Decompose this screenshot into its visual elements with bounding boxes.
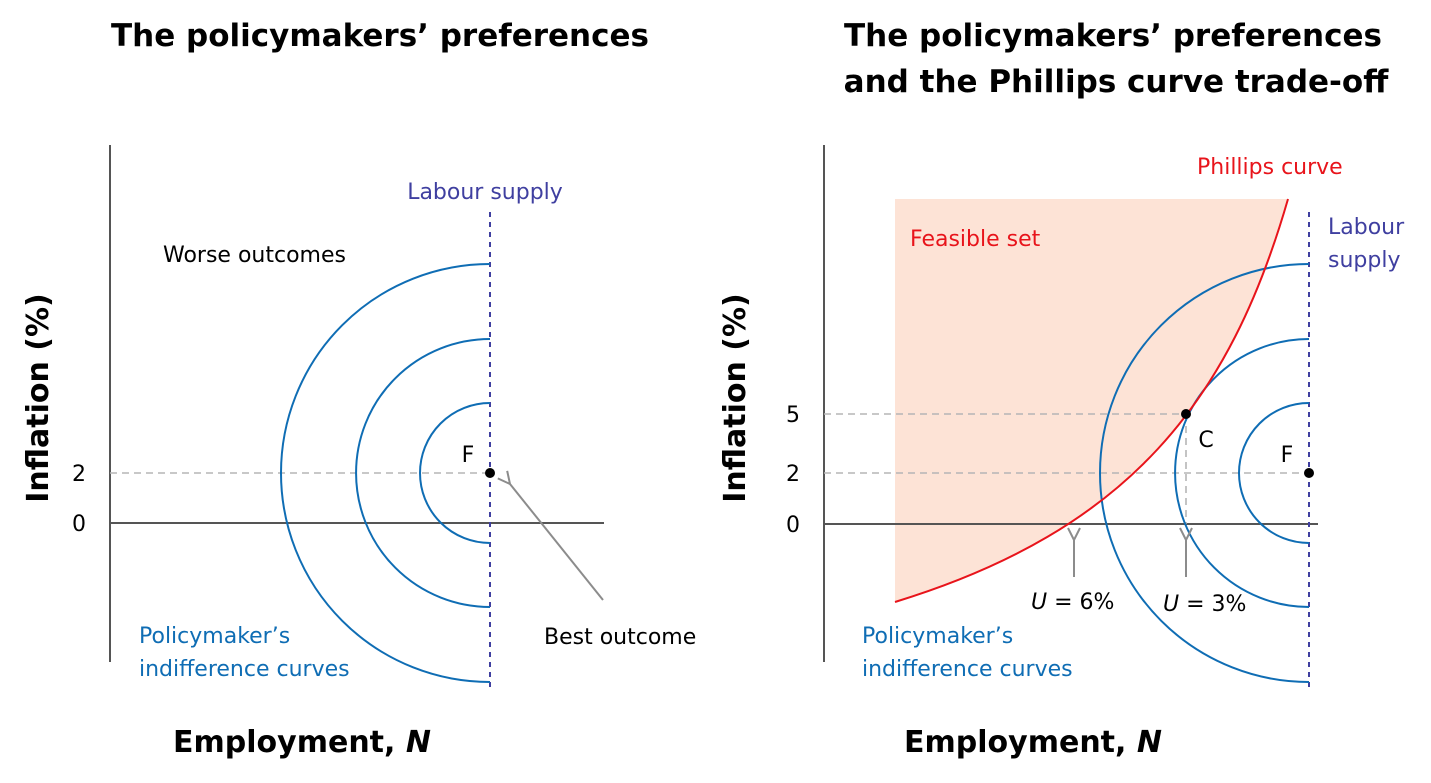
left-x-axis-title: Employment, N — [173, 725, 431, 760]
left-indifference-curve-inner — [419, 402, 491, 544]
point-c — [1181, 409, 1191, 419]
right-y-tick-5: 5 — [786, 403, 800, 428]
u6-label-var: U — [1031, 590, 1047, 615]
right-indifference-curve-outer — [1099, 263, 1310, 683]
right-indifference-curve-inner — [1238, 402, 1310, 544]
phillips-curve-label: Phillips curve — [1197, 155, 1343, 180]
left-panel-title: The policymakers’ preferences — [111, 18, 649, 54]
left-indifference-label-line2: indifference curves — [139, 657, 350, 682]
left-x-axis-title-var: N — [406, 725, 431, 760]
u6-label-value: = 6% — [1047, 590, 1114, 615]
right-point-f — [1304, 468, 1314, 478]
left-labour-supply-label: Labour supply — [407, 180, 563, 205]
right-indifference-label-line2: indifference curves — [862, 657, 1073, 682]
right-y-tick-2: 2 — [786, 462, 800, 487]
right-x-axis-title-var: N — [1137, 725, 1162, 760]
left-y-tick-2: 2 — [72, 462, 86, 487]
feasible-set-label: Feasible set — [910, 227, 1041, 252]
left-point-f-label: F — [462, 443, 475, 468]
left-x-axis-title-text: Employment, — [173, 725, 406, 760]
feasible-set-region — [895, 199, 1288, 602]
left-y-tick-0: 0 — [72, 512, 86, 537]
left-indifference-label-line1: Policymaker’s — [139, 624, 290, 649]
right-panel: The policymakers’ preferences and the Ph… — [718, 18, 1405, 760]
right-panel-title-line1: The policymakers’ preferences — [844, 18, 1382, 54]
u3-label-var: U — [1163, 592, 1179, 617]
phillips-curve — [894, 198, 1289, 603]
left-panel: The policymakers’ preferences F 2 0 Labo… — [21, 18, 696, 760]
point-c-label: C — [1198, 428, 1213, 453]
right-y-axis-title: Inflation (%) — [718, 293, 753, 503]
right-x-axis-title-text: Employment, — [904, 725, 1137, 760]
left-y-axis-title: Inflation (%) — [21, 293, 56, 503]
u6-label: U = 6% — [1031, 590, 1114, 615]
u3-label-value: = 3% — [1179, 592, 1246, 617]
right-y-tick-0: 0 — [786, 513, 800, 538]
right-labour-supply-label-line2: supply — [1328, 248, 1400, 273]
right-panel-title-line2: and the Phillips curve trade-off — [844, 64, 1390, 100]
u3-label: U = 3% — [1163, 592, 1246, 617]
right-indifference-curve-middle — [1174, 338, 1310, 608]
right-x-axis-title: Employment, N — [904, 725, 1162, 760]
left-worse-outcomes-label: Worse outcomes — [163, 243, 346, 268]
left-point-f — [485, 468, 495, 478]
left-best-outcome-label: Best outcome — [544, 625, 696, 650]
left-indifference-curve-middle — [355, 338, 491, 608]
left-best-outcome-arrow — [510, 484, 604, 601]
right-labour-supply-label-line1: Labour — [1328, 215, 1405, 240]
left-indifference-curve-outer — [280, 263, 491, 683]
right-point-f-label: F — [1281, 443, 1294, 468]
right-indifference-label-line1: Policymaker’s — [862, 624, 1013, 649]
